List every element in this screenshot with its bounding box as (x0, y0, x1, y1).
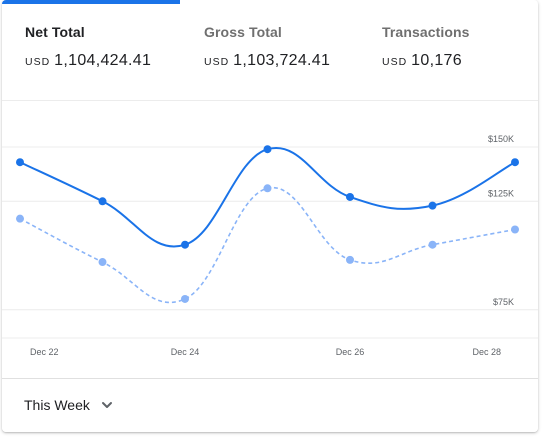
data-point-net-total (511, 158, 519, 167)
data-point-net-total (16, 158, 24, 167)
metric-value: 1,104,424.41 (54, 52, 152, 69)
date-range-label: This Week (24, 397, 90, 413)
metric-gross-total[interactable]: Gross Total USD 1,103,724.41 (204, 24, 330, 69)
data-point-comparison (263, 184, 272, 193)
metric-value-row: USD 10,176 (382, 52, 462, 70)
metric-label: Transactions (382, 24, 470, 40)
active-tab-indicator (2, 0, 180, 4)
metric-currency: USD (25, 56, 51, 68)
metric-label: Net Total (25, 24, 85, 40)
data-point-comparison (98, 258, 107, 267)
series-line-comparison (19, 187, 516, 304)
data-point-comparison (181, 294, 189, 303)
metric-transactions[interactable]: Transactions USD 10,176 (382, 24, 470, 69)
x-tick-label: Dec 26 (336, 347, 365, 357)
metric-currency: USD (382, 56, 408, 68)
y-tick-label: $125K (488, 188, 514, 198)
data-point-comparison (511, 225, 519, 234)
data-point-net-total (181, 240, 189, 249)
data-point-comparison (16, 214, 24, 223)
data-point-comparison (346, 255, 354, 264)
y-tick-label: $75K (493, 297, 514, 307)
data-point-comparison (428, 240, 437, 249)
metrics-row: Net Total USD 1,104,424.41 Gross Total US… (2, 0, 538, 100)
metric-value-row: USD 1,104,424.41 (25, 52, 151, 70)
card-footer: This Week (2, 378, 538, 432)
sales-card: Net Total USD 1,104,424.41 Gross Total US… (2, 0, 538, 432)
data-point-net-total (346, 192, 354, 201)
data-point-net-total (98, 197, 107, 206)
x-tick-label: Dec 22 (30, 347, 59, 357)
y-tick-label: $150K (488, 134, 514, 144)
series-line-net-total (19, 146, 516, 248)
metric-net-total[interactable]: Net Total USD 1,104,424.41 (25, 24, 151, 69)
metric-currency: USD (204, 56, 230, 68)
x-tick-label: Dec 24 (171, 347, 200, 357)
x-tick-label: Dec 28 (472, 347, 501, 357)
metric-label: Gross Total (204, 24, 282, 40)
data-point-net-total (428, 201, 437, 210)
data-point-net-total (263, 145, 272, 154)
metric-value: 10,176 (411, 52, 462, 69)
chart-area: $150K $125K $75K Dec 22 Dec 24 Dec 26 Dec 28 (2, 100, 538, 379)
line-chart: $150K $125K $75K Dec 22 Dec 24 Dec 26 Dec 28 (2, 134, 538, 357)
metric-value: 1,103,724.41 (233, 52, 331, 69)
date-range-select[interactable]: This Week (24, 397, 114, 413)
metric-value-row: USD 1,103,724.41 (204, 52, 330, 70)
chevron-down-icon (100, 398, 114, 412)
